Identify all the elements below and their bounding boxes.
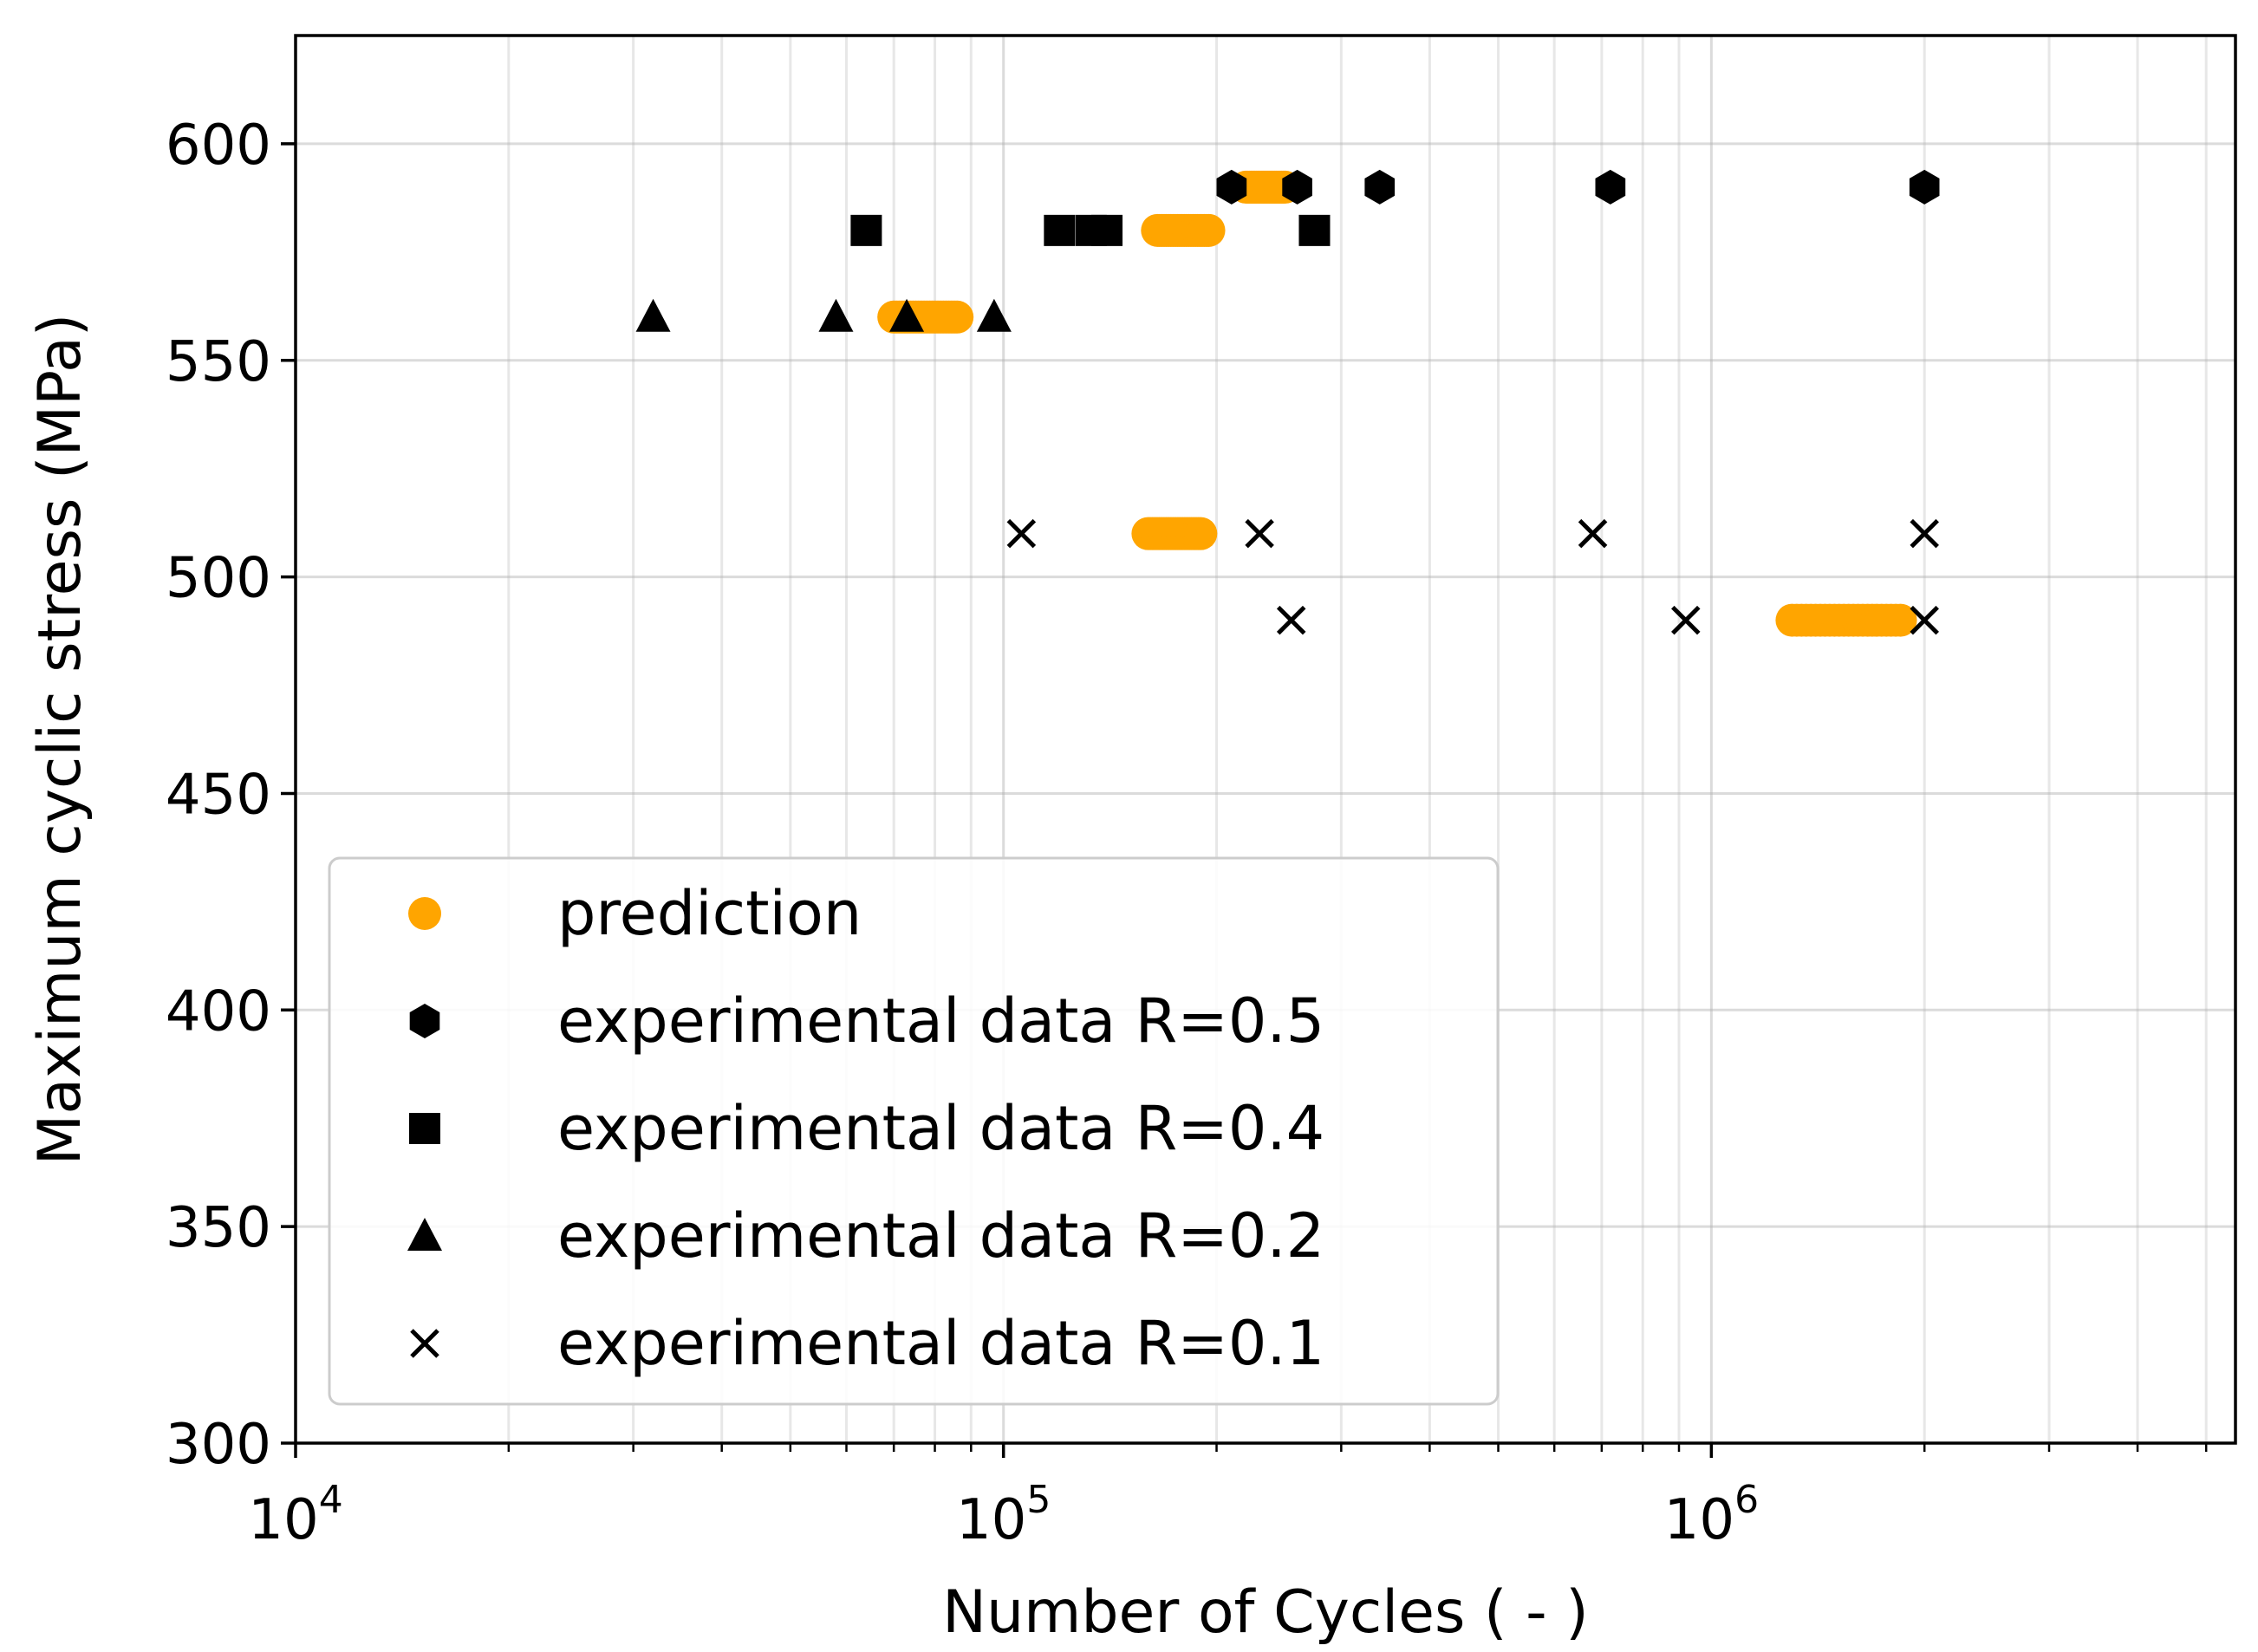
legend-label-r01: experimental data R=0.1 — [557, 1308, 1324, 1379]
x-tick-label-exponent: 5 — [1026, 1478, 1051, 1522]
y-axis-label: Maximum cyclic stress (MPa) — [26, 314, 94, 1166]
y-tick-label: 400 — [166, 979, 271, 1044]
legend-label-prediction: prediction — [557, 878, 862, 949]
point-r05 — [1909, 169, 1940, 205]
point-r04 — [1044, 214, 1076, 246]
plot-frame — [294, 34, 2237, 1445]
y-tick-label: 350 — [166, 1196, 271, 1260]
x-axis-label: Number of Cycles ( - ) — [942, 1578, 1589, 1647]
y-tick-label: 600 — [166, 114, 271, 178]
point-r02 — [976, 298, 1012, 332]
point-r02 — [818, 298, 854, 332]
point-r01 — [1578, 518, 1608, 549]
x-tick-label-exponent: 6 — [1734, 1478, 1759, 1522]
point-r01 — [1910, 605, 1939, 635]
legend-marker-r01-stroke — [410, 1329, 439, 1358]
point-r04 — [850, 214, 882, 246]
legend: prediction experimental data R=0.5 exper… — [328, 856, 1500, 1406]
point-r01-stroke — [1910, 605, 1939, 635]
experimental-points — [635, 169, 1940, 635]
legend-marker-prediction — [408, 897, 441, 930]
x-tick-label: 105 — [956, 1478, 1051, 1552]
point-r05 — [1364, 169, 1395, 205]
point-r01 — [1910, 518, 1939, 549]
y-tick-label: 300 — [166, 1413, 271, 1477]
x-tick-label: 104 — [248, 1478, 342, 1552]
legend-marker-r04 — [409, 1113, 440, 1144]
legend-markers — [407, 897, 442, 1358]
prediction-point — [940, 300, 974, 334]
legend-marker-r05 — [409, 1004, 440, 1038]
point-r02 — [889, 298, 925, 332]
point-r05 — [1595, 169, 1626, 205]
point-r01-stroke — [1671, 605, 1701, 635]
legend-label-r05: experimental data R=0.5 — [557, 985, 1324, 1057]
prediction-point — [1884, 603, 1917, 637]
legend-label-r04: experimental data R=0.4 — [557, 1093, 1324, 1164]
point-r01 — [1006, 518, 1037, 549]
point-r01-stroke — [1910, 518, 1939, 549]
legend-box — [328, 856, 1500, 1406]
point-r01-stroke — [1006, 518, 1037, 549]
point-r05 — [1216, 169, 1247, 205]
point-r04 — [1298, 214, 1331, 246]
y-tick-label: 500 — [166, 547, 271, 611]
point-r05 — [1282, 169, 1312, 205]
point-r02 — [635, 298, 671, 332]
point-r01-stroke — [1245, 518, 1274, 549]
legend-label-r02: experimental data R=0.2 — [557, 1200, 1324, 1272]
x-tick-label-base: 10 — [956, 1488, 1026, 1552]
legend-marker-r02 — [407, 1218, 442, 1251]
point-r01 — [1245, 518, 1274, 549]
point-r01 — [1276, 605, 1306, 635]
x-tick-label-base: 10 — [248, 1488, 318, 1552]
y-tick-label: 450 — [166, 763, 271, 827]
x-tick-label-exponent: 4 — [319, 1478, 343, 1522]
prediction-point — [1184, 517, 1218, 550]
legend-marker-r01 — [410, 1329, 439, 1358]
point-r01-stroke — [1276, 605, 1306, 635]
prediction-point — [1192, 213, 1226, 247]
x-tick-label: 106 — [1664, 1478, 1759, 1552]
point-r04 — [1091, 214, 1123, 246]
y-tick-label: 550 — [166, 330, 271, 394]
point-r01 — [1671, 605, 1701, 635]
x-tick-label-base: 10 — [1664, 1488, 1734, 1552]
point-r01-stroke — [1578, 518, 1608, 549]
